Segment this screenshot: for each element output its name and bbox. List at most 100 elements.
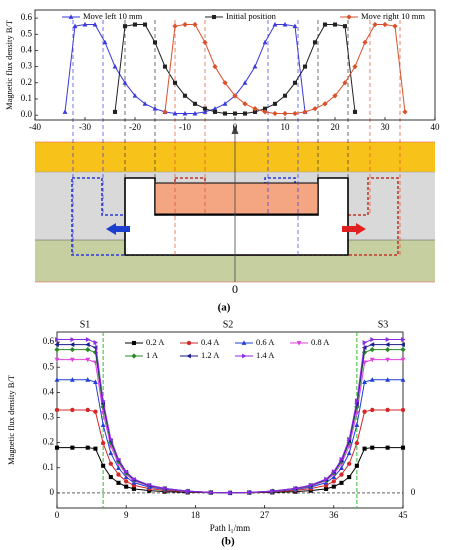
marker [222,101,228,106]
marker [296,341,302,346]
y-tick-label: 0.5 [21,28,33,38]
marker [152,106,158,111]
marker [212,63,218,70]
marker [54,377,60,382]
marker [322,101,328,107]
y-tick-label: 0.2 [43,437,54,447]
legend-label: 0.4 A [201,337,220,347]
series-line [57,349,403,494]
marker [192,21,198,28]
marker [172,23,178,29]
marker [302,109,308,115]
x-tick-label: 40 [431,122,441,132]
marker [308,482,314,488]
marker [222,111,228,116]
marker [162,109,168,115]
marker [400,357,406,363]
marker [370,337,375,342]
marker [346,14,352,20]
marker [331,484,336,489]
marker [331,479,336,484]
marker [55,337,60,342]
marker [186,340,192,346]
legend-label: 0.6 A [256,337,275,347]
marker [54,357,60,363]
marker [85,342,90,347]
marker [400,407,406,413]
x-tick-label: -10 [179,122,191,132]
marker [172,80,178,85]
y-tick-label: 0.4 [21,45,33,55]
series-line [64,24,306,115]
marker [242,80,248,85]
marker [116,480,121,485]
marker [400,445,406,450]
marker [116,456,122,462]
marker [69,357,75,363]
marker [202,109,208,114]
marker [347,461,352,466]
marker [362,39,368,45]
marker [385,377,391,382]
marker [147,482,152,488]
y-tick-label: 0.3 [21,61,33,71]
marker [202,106,208,111]
series-line [57,359,403,494]
marker [252,63,258,69]
legend-label: Move left 10 mm [83,11,143,21]
marker [85,407,90,413]
series-line [114,24,356,115]
series-line [164,24,406,115]
marker [342,24,348,29]
marker [402,109,408,115]
marker [85,357,91,363]
marker [211,14,217,20]
guide-lines [72,20,401,255]
marker [222,80,228,86]
legend-label: 1.2 A [201,350,220,360]
caption: (b) [221,536,235,548]
y-tick-label: 0.1 [43,462,54,472]
marker [362,379,367,384]
origin-arrowhead [231,125,239,134]
marker [131,476,137,482]
series-line [57,409,403,494]
marker [82,21,88,27]
legend-label: 1 A [146,350,159,360]
marker [68,14,74,19]
y-tick-label: 0.5 [43,361,55,371]
marker [385,407,390,413]
marker [108,475,113,480]
marker [292,110,298,117]
x-tick-label: 30 [381,122,391,132]
y-tick-label: 0.0 [21,109,33,119]
marker [122,24,128,29]
x-tick-label: 18 [191,510,201,520]
magnet [154,182,319,215]
marker [400,377,406,382]
marker [354,398,360,404]
series-line [57,344,403,494]
legend-label: 0.2 A [146,337,165,347]
marker [85,377,91,382]
marker [242,111,248,116]
marker [85,346,91,353]
marker [108,450,114,456]
marker [85,445,90,450]
marker [124,469,129,474]
marker [162,485,168,491]
x-tick-label: -30 [79,122,91,132]
y-tick-label: 0.4 [43,386,55,396]
marker [272,110,278,117]
marker [352,109,358,114]
marker [182,110,188,116]
marker [70,407,75,413]
marker [69,342,75,347]
marker [352,63,358,70]
marker [185,488,191,494]
marker [262,106,268,111]
marker [282,93,288,98]
marker [342,80,348,86]
marker [382,21,388,28]
